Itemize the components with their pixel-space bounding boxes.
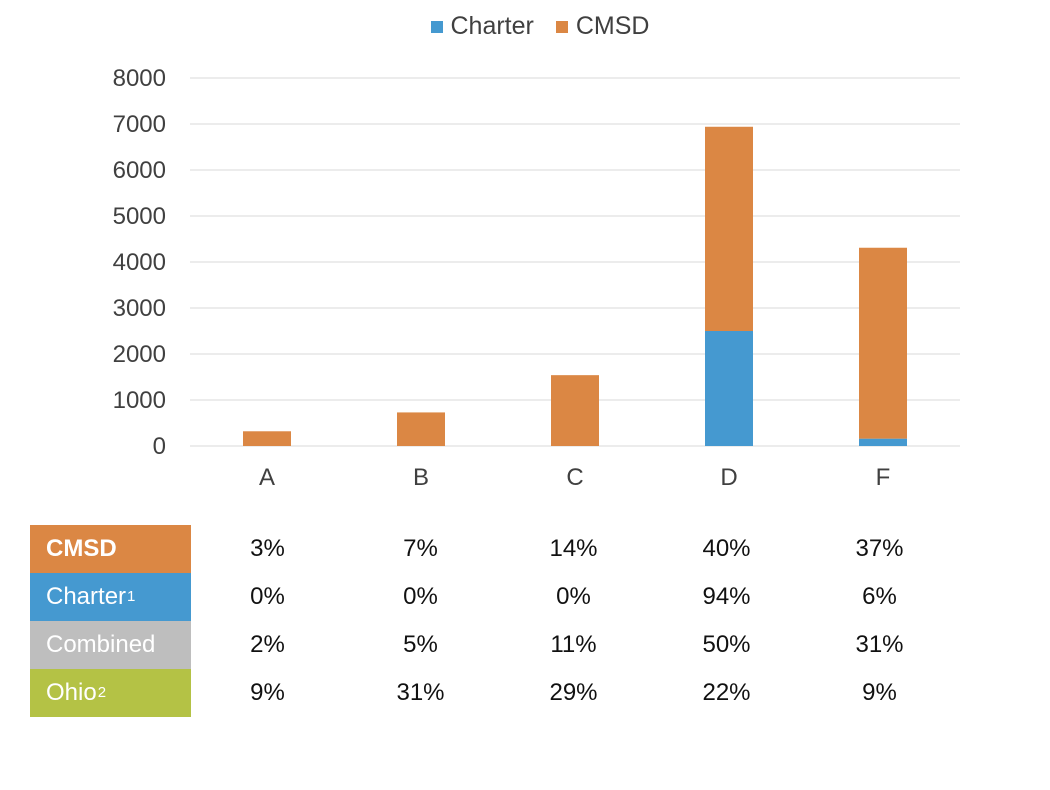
bar-cmsd-f	[859, 247, 907, 439]
table-cell: 31%	[396, 679, 445, 706]
y-tick-label: 3000	[113, 295, 166, 322]
row-label-text: CMSD	[46, 535, 117, 562]
x-tick-label: A	[259, 464, 275, 491]
table-cell: 31%	[855, 631, 904, 658]
table-cell: 11%	[550, 631, 597, 658]
table-cell: 7%	[403, 535, 438, 562]
table-cell: 6%	[862, 583, 897, 610]
stacked-bar-chart: 0 1000 2000 3000 4000 5000 6000 7000 8000 A B C D F	[113, 65, 960, 491]
table-cell: 0%	[250, 583, 285, 610]
bar-cmsd-d	[705, 126, 753, 331]
table-row-cmsd: CMSD 3% 7% 14% 40% 37%	[30, 525, 956, 573]
y-tick-label: 5000	[113, 203, 166, 230]
row-label-text: Charter	[46, 583, 127, 610]
bar-cmsd-a	[243, 431, 291, 446]
table-row-ohio: Ohio 2 9% 31% 29% 22% 9%	[30, 669, 956, 717]
table-row-combined: Combined 2% 5% 11% 50% 31%	[30, 621, 956, 669]
table-cell: 9%	[862, 679, 897, 706]
table-cell: 2%	[250, 631, 285, 658]
y-tick-label: 2000	[113, 341, 166, 368]
table-cell: 94%	[702, 583, 751, 610]
y-tick-label: 4000	[113, 249, 166, 276]
table-cell: 9%	[250, 679, 285, 706]
bar-cmsd-c	[551, 375, 599, 446]
y-tick-label: 0	[153, 433, 166, 460]
x-tick-label: C	[566, 464, 583, 491]
y-tick-label: 6000	[113, 157, 166, 184]
table-cell: 50%	[702, 631, 751, 658]
chart-legend: Charter CMSD	[0, 12, 1050, 41]
legend-label-cmsd: CMSD	[575, 12, 650, 40]
table-cell: 40%	[702, 535, 751, 562]
legend-item-charter: Charter	[430, 12, 534, 41]
table-row-charter: Charter 1 0% 0% 0% 94% 6%	[30, 573, 956, 621]
x-tick-label: F	[876, 464, 891, 491]
table-cell: 22%	[702, 679, 751, 706]
table-cell: 14%	[549, 535, 598, 562]
table-cell: 3%	[250, 535, 285, 562]
row-label-text: Combined	[46, 631, 156, 658]
bar-charter-d	[705, 331, 753, 446]
x-tick-label: D	[720, 464, 737, 491]
legend-item-cmsd: CMSD	[555, 12, 650, 41]
row-label-combined: Combined	[30, 621, 191, 669]
row-label-charter: Charter 1	[30, 573, 191, 621]
y-tick-label: 1000	[113, 387, 166, 414]
legend-swatch-cmsd	[555, 20, 568, 33]
table-cell: 29%	[549, 679, 598, 706]
row-label-ohio: Ohio 2	[30, 669, 191, 717]
bar-charter-f	[859, 438, 907, 446]
row-label-text: Ohio	[46, 679, 97, 706]
table-cell: 37%	[855, 535, 904, 562]
grade-distribution-table: CMSD 3% 7% 14% 40% 37% Charter 1 0% 0% 0%…	[30, 525, 956, 717]
table-cell: 5%	[403, 631, 438, 658]
row-label-cmsd: CMSD	[30, 525, 191, 573]
legend-swatch-charter	[430, 20, 443, 33]
x-tick-label: B	[413, 464, 429, 491]
table-cell: 0%	[403, 583, 438, 610]
table-cell: 0%	[556, 583, 591, 610]
bar-cmsd-b	[397, 412, 445, 446]
y-tick-label: 7000	[113, 111, 166, 138]
legend-label-charter: Charter	[450, 12, 534, 40]
y-tick-label: 8000	[113, 65, 166, 92]
